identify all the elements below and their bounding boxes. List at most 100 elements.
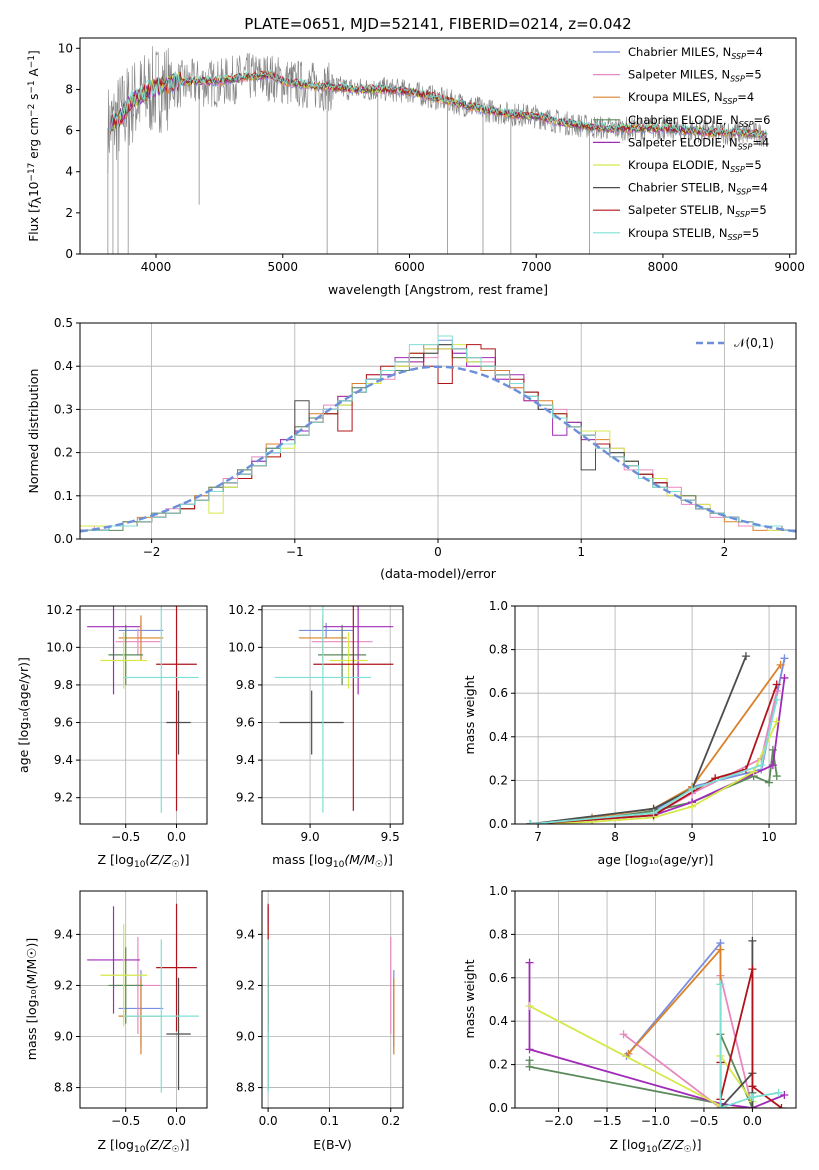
x-tick-label: 9.0 [301,830,320,844]
x-tick-label: 5000 [267,260,298,274]
plus-marker [765,778,774,787]
y-tick-label: 9.2 [54,791,73,805]
plus-marker [526,820,535,824]
y-tick-label: 0.8 [489,927,508,941]
x-tick-label: 6000 [394,260,425,274]
plus-marker [772,772,781,781]
plus-marker [780,673,789,682]
x-tick-label: 8000 [648,260,679,274]
x-tick-label: 0.2 [381,1114,400,1128]
panel-spectrum: 4000 5000 6000 7000 8000 9000 0 2 4 6 8 10 wavelengt… [27,37,805,297]
y-tick-label: 0.4 [489,730,508,744]
plus-marker [774,1088,783,1097]
x-tick-label: 2 [721,545,729,559]
x-axis-label: (data-model)/error [380,566,497,581]
plot-area [526,652,789,824]
x-tick-label: 8 [611,830,619,844]
y-tick-label: 9.8 [236,678,255,692]
y-tick-label: 9.4 [236,927,255,941]
axes-frame [79,605,208,825]
plus-marker [780,1090,789,1099]
y-tick-label: 4 [65,165,73,179]
legend-entry: Kroupa ELODIE, NSSP=5 [628,158,762,174]
plus-marker [757,761,766,770]
plot-area [80,335,796,539]
x-axis-label: Z [log10(Z/Z☉)] [610,1137,702,1155]
plus-marker [525,1002,534,1011]
legend-entry: Salpeter MILES, NSSP=5 [628,68,762,84]
plus-marker [649,809,658,818]
plot-area [525,936,789,1108]
plus-marker [688,802,697,811]
y-tick-label: 0.2 [489,773,508,787]
x-tick-label: 0.0 [743,1114,762,1128]
x-tick-label: 4000 [141,260,172,274]
y-axis-label: Normed distribution [26,369,41,494]
plot-area [87,903,199,1093]
x-tick-label: 7000 [521,260,552,274]
figure-title: PLATE=0651, MJD=52141, FIBERID=0214, z=0… [244,15,631,33]
y-tick-label: 10.2 [46,603,73,617]
x-tick-label: −0.5 [111,830,140,844]
x-tick-label: 0.0 [259,1114,278,1128]
x-tick-label: 7 [534,830,542,844]
x-tick-label: −2.0 [544,1114,573,1128]
plus-marker [780,654,789,663]
y-tick-label: 2 [65,206,73,220]
plus-marker [768,761,777,770]
plus-marker [748,936,757,945]
x-axis-label: wavelength [Angstrom, rest frame] [328,282,548,297]
y-tick-label: 0.2 [54,446,73,460]
plot-area [267,903,395,1093]
x-axis-label: Z [log10(Z/Z☉)] [98,852,190,870]
x-axis-label: E(B-V) [313,1137,352,1152]
y-tick-label: 0.3 [54,402,73,416]
y-tick-label: 0.0 [489,817,508,831]
y-tick-label: 0.0 [489,1101,508,1115]
y-tick-label: 0.0 [54,532,73,546]
plus-marker [525,1045,534,1054]
legend-entry: Chabrier ELODIE, NSSP=6 [628,113,770,129]
plus-marker [688,785,697,794]
x-axis-label: mass [log10(M/M☉)] [272,852,393,870]
legend-entry: Chabrier MILES, NSSP=4 [628,45,763,61]
x-tick-label: 9.5 [381,830,400,844]
x-tick-label: 0.0 [167,1114,186,1128]
x-tick-label: 10 [761,830,776,844]
y-axis-label: mass weight [462,959,477,1038]
y-tick-label: 9.6 [236,716,255,730]
legend-entry: Salpeter STELIB, NSSP=5 [628,203,767,219]
x-tick-label: −1.5 [592,1114,621,1128]
y-tick-label: 1.0 [489,884,508,898]
y-tick-label: 8.8 [54,1081,73,1095]
y-tick-label: 0.4 [54,359,73,373]
plus-marker [749,767,758,776]
legend-entry: Salpeter ELODIE, NSSP=4 [628,135,769,151]
legend-entry: Chabrier STELIB, NSSP=4 [628,181,768,197]
y-axis-label: Flux [fλ10−17 erg cm−2 s−1 A−1] [27,50,44,241]
y-tick-label: 9.2 [54,978,73,992]
x-tick-label: 1 [577,545,585,559]
x-tick-label: −2 [143,545,161,559]
y-tick-label: 9.4 [236,753,255,767]
y-tick-label: 9.8 [54,678,73,692]
y-tick-label: 0 [65,247,73,261]
gaussian-curve [80,365,796,533]
y-tick-label: 9.6 [54,716,73,730]
panel-mass_vs_ebv: 0.0 0.1 0.2 8.8 9.0 9.2 9.4 E(B-V) [236,890,404,1152]
panel-age_vs_Z: −0.5 0.0 9.2 9.4 9.6 9.8 10.0 10.2 Z [log10(Z/Z☉… [16,603,208,870]
y-axis-label: mass weight [462,675,477,754]
plus-marker [748,965,757,974]
mass-weight-series [719,984,779,1108]
y-tick-label: 9.0 [236,1030,255,1044]
y-tick-label: 9.2 [236,978,255,992]
mass-weight-series [530,655,747,824]
y-tick-label: 0.1 [54,489,73,503]
mass-weight-series [530,721,778,824]
axes-frame [79,37,797,255]
x-tick-label: −1.0 [641,1114,670,1128]
y-tick-label: 0.6 [489,686,508,700]
y-tick-label: 10.0 [46,640,73,654]
y-tick-label: 6 [65,124,73,138]
